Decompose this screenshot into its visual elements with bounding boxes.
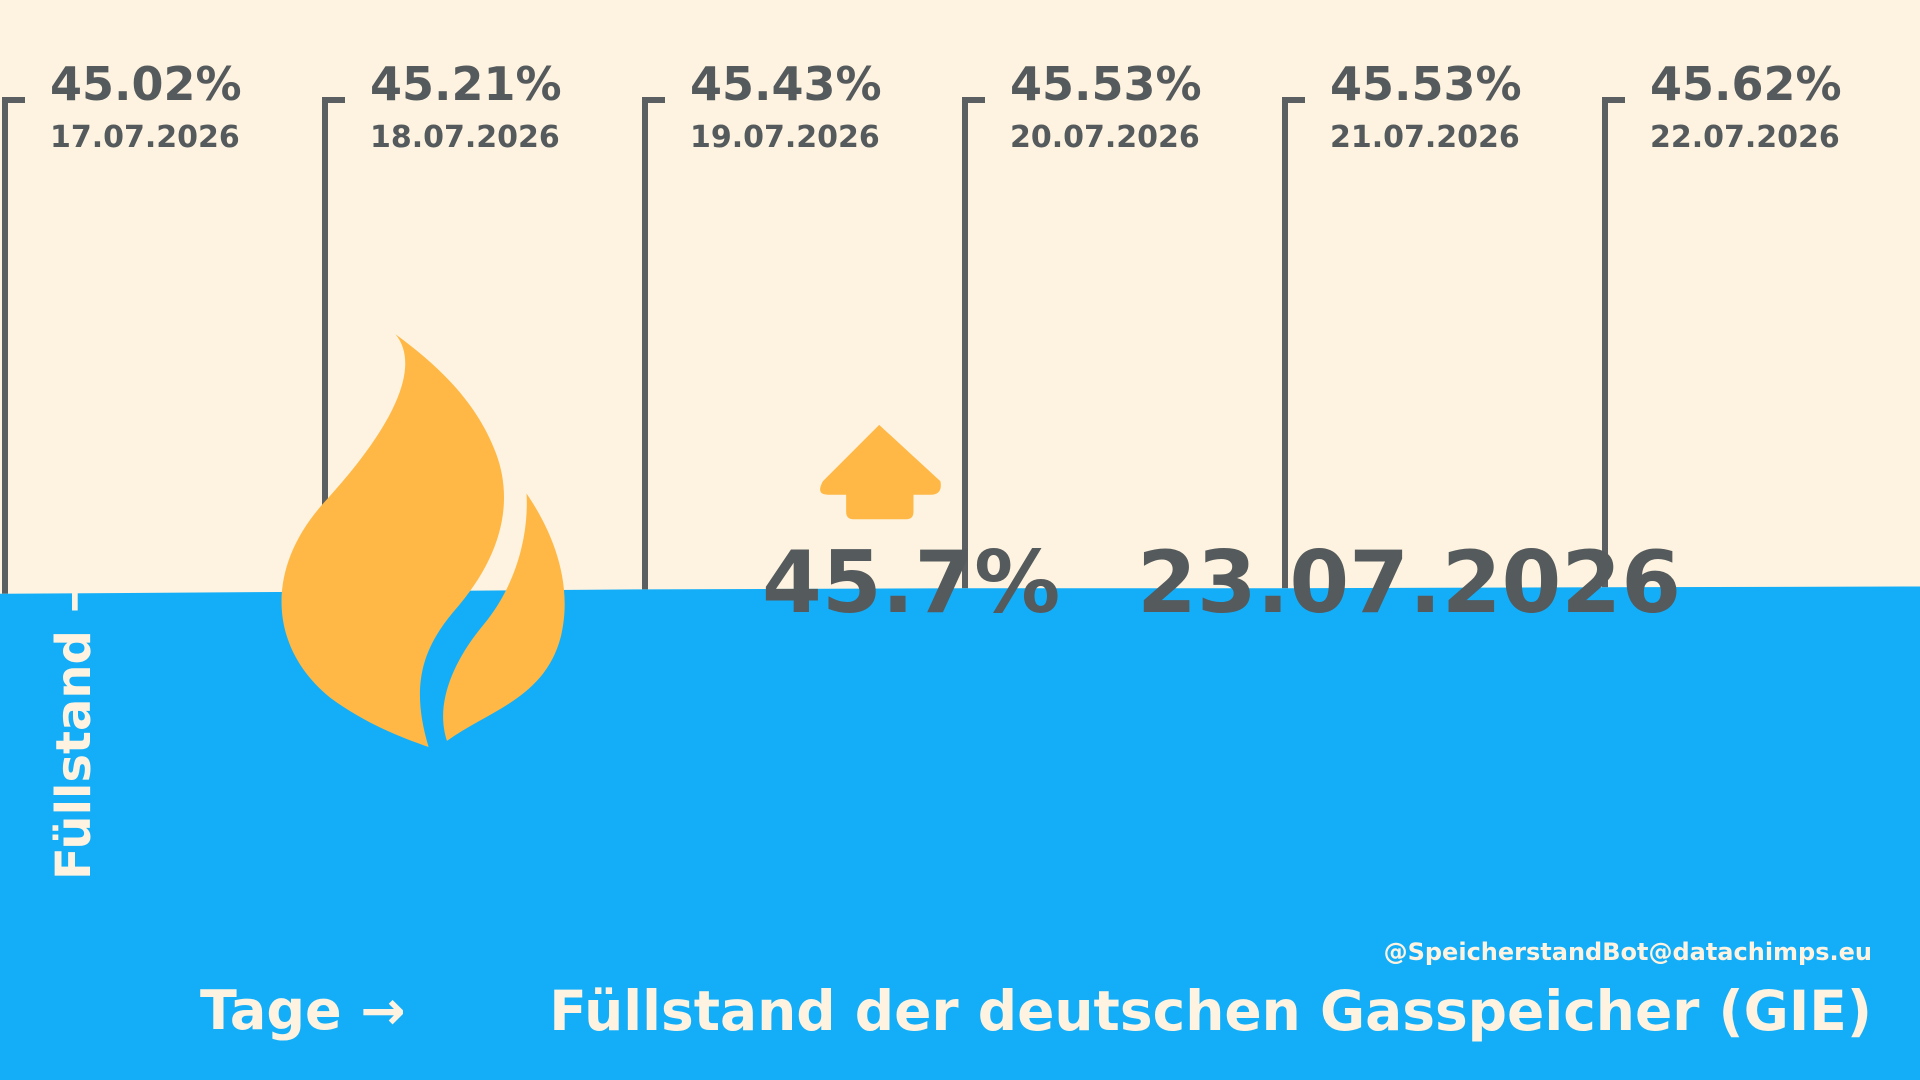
flame-small bbox=[443, 493, 565, 741]
value-label: 45.21% bbox=[370, 57, 562, 111]
bracket bbox=[1282, 97, 1305, 589]
x-axis-label: Tage → bbox=[200, 979, 406, 1042]
credit: @SpeicherstandBot@datachimps.eu bbox=[1384, 938, 1872, 966]
bracket bbox=[322, 97, 345, 592]
date-label: 18.07.2026 bbox=[370, 120, 560, 155]
flame-icon bbox=[281, 334, 941, 747]
labels: 45.02% 17.07.2026 45.21% 18.07.2026 45.43% 19… bbox=[50, 57, 1842, 155]
value-label: 45.02% bbox=[50, 57, 242, 111]
bracket bbox=[962, 97, 985, 589]
up-arrow bbox=[820, 424, 941, 520]
y-axis-label: Füllstand → bbox=[46, 573, 102, 880]
value-label: 45.43% bbox=[690, 57, 882, 111]
chart-title: Füllstand der deutschen Gasspeicher (GIE… bbox=[549, 979, 1872, 1043]
value-label: 45.62% bbox=[1650, 57, 1842, 111]
flame-large bbox=[281, 334, 505, 747]
value-label: 45.53% bbox=[1010, 57, 1202, 111]
date-label: 21.07.2026 bbox=[1330, 120, 1520, 155]
date-label: 20.07.2026 bbox=[1010, 120, 1200, 155]
brackets bbox=[2, 97, 1625, 594]
current-value: 45.7% bbox=[762, 533, 1060, 633]
date-label: 22.07.2026 bbox=[1650, 120, 1840, 155]
bracket bbox=[642, 97, 665, 590]
current-date: 23.07.2026 bbox=[1137, 533, 1681, 633]
value-label: 45.53% bbox=[1330, 57, 1522, 111]
date-label: 17.07.2026 bbox=[50, 120, 240, 155]
bracket bbox=[2, 97, 25, 594]
date-label: 19.07.2026 bbox=[690, 120, 880, 155]
bracket bbox=[1602, 97, 1625, 588]
